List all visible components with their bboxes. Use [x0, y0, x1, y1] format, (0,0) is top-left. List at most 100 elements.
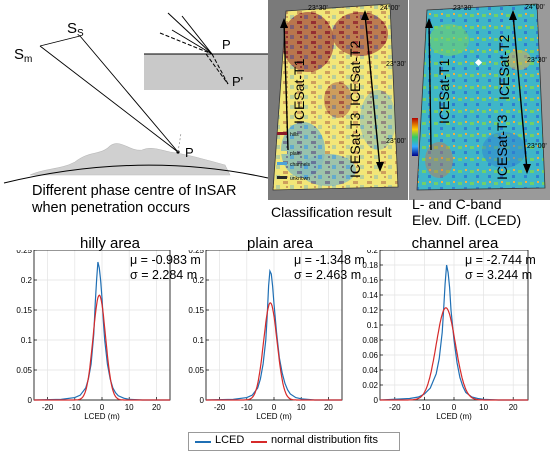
ray-ss — [79, 35, 179, 153]
histogram-charts: -20 -10 0 10 20 0 0.05 0.1 0.15 0.2 0.25 LCED (m) -… — [16, 250, 529, 421]
label-sm: Sm — [14, 46, 32, 65]
tick-label-y: 0.14 — [362, 291, 378, 300]
tick-label-y: 0 — [374, 396, 379, 405]
lced-colorbar — [412, 118, 418, 156]
tick-label-y: 0.2 — [193, 276, 205, 285]
series-lced-line — [33, 261, 170, 401]
tick-label-x: -20 — [389, 403, 401, 412]
lon-tick-1: 23°30' — [453, 4, 473, 12]
tick-label-y: 0.1 — [21, 336, 33, 345]
marker-diamond — [474, 58, 483, 67]
tick-label-x: -10 — [69, 403, 81, 412]
lon-tick-2: 24°00' — [380, 4, 400, 12]
tick-label-y: 0.02 — [362, 381, 378, 390]
lat-tick-2: 23°00' — [527, 142, 547, 150]
tick-label-y: 0.15 — [188, 306, 204, 315]
x-axis-label: LCED (m) — [256, 412, 292, 421]
classification-legend: hills plain channels unknown — [277, 132, 311, 182]
track-label-t2: ICESat-T2 — [496, 34, 512, 100]
lced-caption-line2: Elev. Diff. (LCED) — [412, 212, 522, 228]
chart-channel: -20 -10 0 10 20 0 0.02 0.04 0.06 0.08 0.1 0.12 0.14 0… — [362, 250, 529, 421]
tick-label-y: 0.06 — [362, 351, 378, 360]
penetration-inset: P P' — [144, 12, 270, 90]
geometry-caption-line2: when penetration occurs — [32, 200, 190, 216]
label-p-ground: P — [185, 145, 194, 160]
tick-label-y: 0 — [28, 396, 33, 405]
geometry-caption-line1: Different phase centre of InSAR — [32, 183, 237, 199]
label-p-inset: P — [222, 37, 231, 52]
insar-geometry-diagram: Sm SS P P P' — [3, 12, 270, 184]
tick-label-y: 0.12 — [362, 306, 378, 315]
lced-map: ICESat-T1 ICESat-T2 ICESat-T3 23°30' 24°… — [409, 0, 550, 200]
tick-label-y: 0.15 — [16, 306, 32, 315]
tick-label-x: 0 — [100, 403, 105, 412]
x-axis-label: LCED (m) — [436, 412, 472, 421]
tick-label-y: 0.05 — [16, 366, 32, 375]
tick-label-y: 0.04 — [362, 366, 378, 375]
tick-label-y: 0.18 — [362, 261, 378, 270]
earth-curve — [3, 164, 269, 184]
tick-label-x: 10 — [479, 403, 488, 412]
chart-title-channel: channel area — [411, 235, 499, 252]
series-normal-fit-line — [206, 302, 342, 401]
tick-label-x: -20 — [214, 403, 226, 412]
tick-label-x: 20 — [152, 403, 161, 412]
lat-tick-1: 23°30' — [386, 60, 406, 68]
sigma-channel: σ = 3.244 m — [465, 268, 533, 282]
chart-title-plain: plain area — [247, 235, 313, 252]
tick-label-y: 0.1 — [193, 336, 205, 345]
tick-label-x: 20 — [324, 403, 333, 412]
tick-label-y: 0.25 — [188, 250, 204, 255]
svg-text:plain: plain — [290, 151, 301, 157]
lat-tick-2: 23°00' — [386, 137, 406, 145]
tick-label-y: 0.16 — [362, 276, 378, 285]
classification-caption: Classification result — [271, 204, 392, 220]
lon-tick-2: 24°00' — [525, 3, 545, 11]
track-label-t3: ICESat-T3 — [347, 112, 363, 178]
label-p-prime: P' — [232, 74, 243, 89]
tick-label-x: -20 — [42, 403, 54, 412]
x-axis-label: LCED (m) — [84, 412, 120, 421]
tick-label-y: 0.05 — [188, 366, 204, 375]
tick-label-y: 0.1 — [367, 321, 379, 330]
tick-label-x: 20 — [509, 403, 518, 412]
lced-caption-line1: L- and C-band — [412, 196, 502, 212]
tick-label-x: 0 — [272, 403, 277, 412]
lon-tick-1: 23°30' — [308, 4, 328, 12]
track-label-t2: ICESat-T2 — [347, 40, 363, 106]
tick-label-y: 0.25 — [16, 250, 32, 255]
track-label-t1: ICESat-T1 — [436, 58, 452, 124]
series-normal-fit-line — [34, 294, 170, 401]
tick-label-y: 0.2 — [367, 250, 379, 255]
legend-line-lced — [195, 441, 211, 443]
tick-label-x: 10 — [125, 403, 134, 412]
tick-label-x: 0 — [452, 403, 457, 412]
series-lced-line — [379, 264, 528, 401]
legend-line-fit — [251, 441, 267, 443]
track-label-t1: ICESat-T1 — [291, 58, 307, 124]
legend-label-lced: LCED — [215, 434, 245, 446]
classification-map: ICESat-T1 ICESat-T2 ICESat-T3 23°30' 24°… — [268, 0, 408, 200]
tick-label-x: -10 — [241, 403, 253, 412]
legend-label-fit: normal distribution fits — [271, 434, 378, 446]
tick-label-x: 10 — [297, 403, 306, 412]
lat-tick-1: 23°30' — [527, 56, 547, 64]
tick-label-y: 0.08 — [362, 336, 378, 345]
tick-label-y: 0.2 — [21, 276, 33, 285]
chart-hilly: -20 -10 0 10 20 0 0.05 0.1 0.15 0.2 0.25 LCED (m) — [16, 250, 171, 421]
baseline — [39, 35, 81, 47]
terrain-hills — [29, 143, 231, 176]
series-normal-fit-line — [380, 307, 528, 401]
mu-hilly: μ = -0.983 m — [130, 253, 201, 267]
svg-text:channels: channels — [290, 162, 311, 168]
mu-plain: μ = -1.348 m — [294, 253, 365, 267]
normal-line — [177, 132, 182, 153]
label-ss: SS — [67, 20, 84, 39]
sigma-plain: σ = 2.463 m — [294, 268, 362, 282]
chart-title-hilly: hilly area — [79, 235, 141, 252]
tick-label-x: -10 — [419, 403, 431, 412]
track-label-t3: ICESat-T3 — [494, 114, 510, 180]
sigma-hilly: σ = 2.284 m — [130, 268, 198, 282]
mu-channel: μ = -2.744 m — [465, 253, 536, 267]
chart-legend: LCED normal distribution fits — [188, 432, 400, 451]
